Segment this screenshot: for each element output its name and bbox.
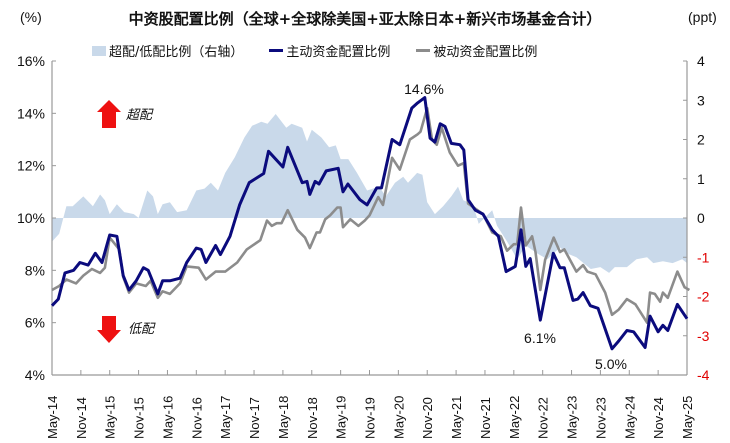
left-tick-label: 8%: [25, 262, 45, 278]
overweight-area: [52, 114, 687, 273]
x-tick-label: May-24: [622, 396, 637, 439]
legend-label: 被动资金配置比例: [433, 45, 538, 60]
right-tick-label: -4: [697, 367, 710, 383]
x-tick-label: May-19: [334, 396, 349, 439]
x-tick-label: Nov-18: [305, 397, 320, 439]
legend-label: 主动资金配置比例: [286, 45, 391, 60]
legend-item-overweight: 超配/低配比例（右轴）: [92, 41, 243, 60]
x-tick-label: Nov-16: [189, 397, 204, 439]
legend-item-active: 主动资金配置比例: [269, 41, 390, 60]
x-tick-label: May-21: [449, 396, 464, 439]
x-tick-label: Nov-21: [478, 397, 493, 439]
right-tick-label: -3: [697, 328, 710, 344]
right-tick-label: -2: [697, 289, 710, 305]
left-tick-label: 10%: [17, 210, 45, 226]
underweight-annotation: 低配: [128, 322, 156, 337]
x-tick-label: May-22: [507, 396, 522, 439]
legend: 超配/低配比例（右轴） 主动资金配置比例 被动资金配置比例: [92, 41, 537, 60]
x-tick-label: Nov-14: [74, 397, 89, 439]
chart-title: 中资股配置比例（全球+全球除美国+亚太除日本+新兴市场基金合计）: [128, 10, 602, 28]
left-axis-unit: (%): [20, 9, 42, 25]
x-tick-label: Nov-19: [363, 397, 378, 439]
x-tick-label: May-18: [276, 396, 291, 439]
left-tick-label: 12%: [17, 158, 45, 174]
overweight-annotation: 超配: [126, 108, 154, 123]
low-label-2023: 5.0%: [595, 356, 627, 372]
x-tick-label: May-20: [391, 396, 406, 439]
left-tick-label: 6%: [25, 315, 45, 331]
x-tick-label: May-17: [218, 396, 233, 439]
right-tick-label: 1: [697, 171, 705, 187]
x-tick-label: Nov-22: [536, 397, 551, 439]
right-tick-label: -1: [697, 249, 710, 265]
left-tick-label: 16%: [17, 53, 45, 69]
x-tick-label: Nov-23: [593, 397, 608, 439]
active-line: [50, 96, 689, 351]
legend-item-passive: 被动资金配置比例: [416, 41, 537, 60]
right-tick-label: 2: [697, 132, 705, 148]
legend-swatch-active: [269, 49, 284, 52]
right-tick-label: 4: [697, 53, 705, 69]
left-tick-label: 4%: [25, 367, 45, 383]
right-tick-label: 3: [697, 92, 705, 108]
x-tick-label: May-14: [45, 396, 60, 439]
x-tick-label: May-15: [103, 396, 118, 439]
x-tick-label: Nov-15: [132, 397, 147, 439]
x-tick-label: Nov-20: [420, 397, 435, 439]
passive-line: [51, 106, 691, 324]
up-arrow-icon: [97, 100, 121, 128]
x-tick-label: May-23: [565, 396, 580, 439]
x-tick-label: May-25: [680, 396, 695, 439]
down-arrow-icon: [97, 316, 121, 343]
x-tick-label: Nov-24: [651, 397, 666, 439]
legend-label: 超配/低配比例（右轴）: [109, 45, 244, 60]
left-tick-label: 14%: [17, 105, 45, 121]
peak-label: 14.6%: [404, 81, 444, 97]
x-tick-label: Nov-17: [247, 397, 262, 439]
legend-swatch-area: [92, 45, 106, 56]
legend-swatch-passive: [416, 49, 431, 52]
right-axis-unit: (ppt): [688, 9, 717, 25]
right-tick-label: 0: [697, 210, 705, 226]
x-tick-label: May-16: [160, 396, 175, 439]
low-label-2022: 6.1%: [524, 330, 556, 346]
